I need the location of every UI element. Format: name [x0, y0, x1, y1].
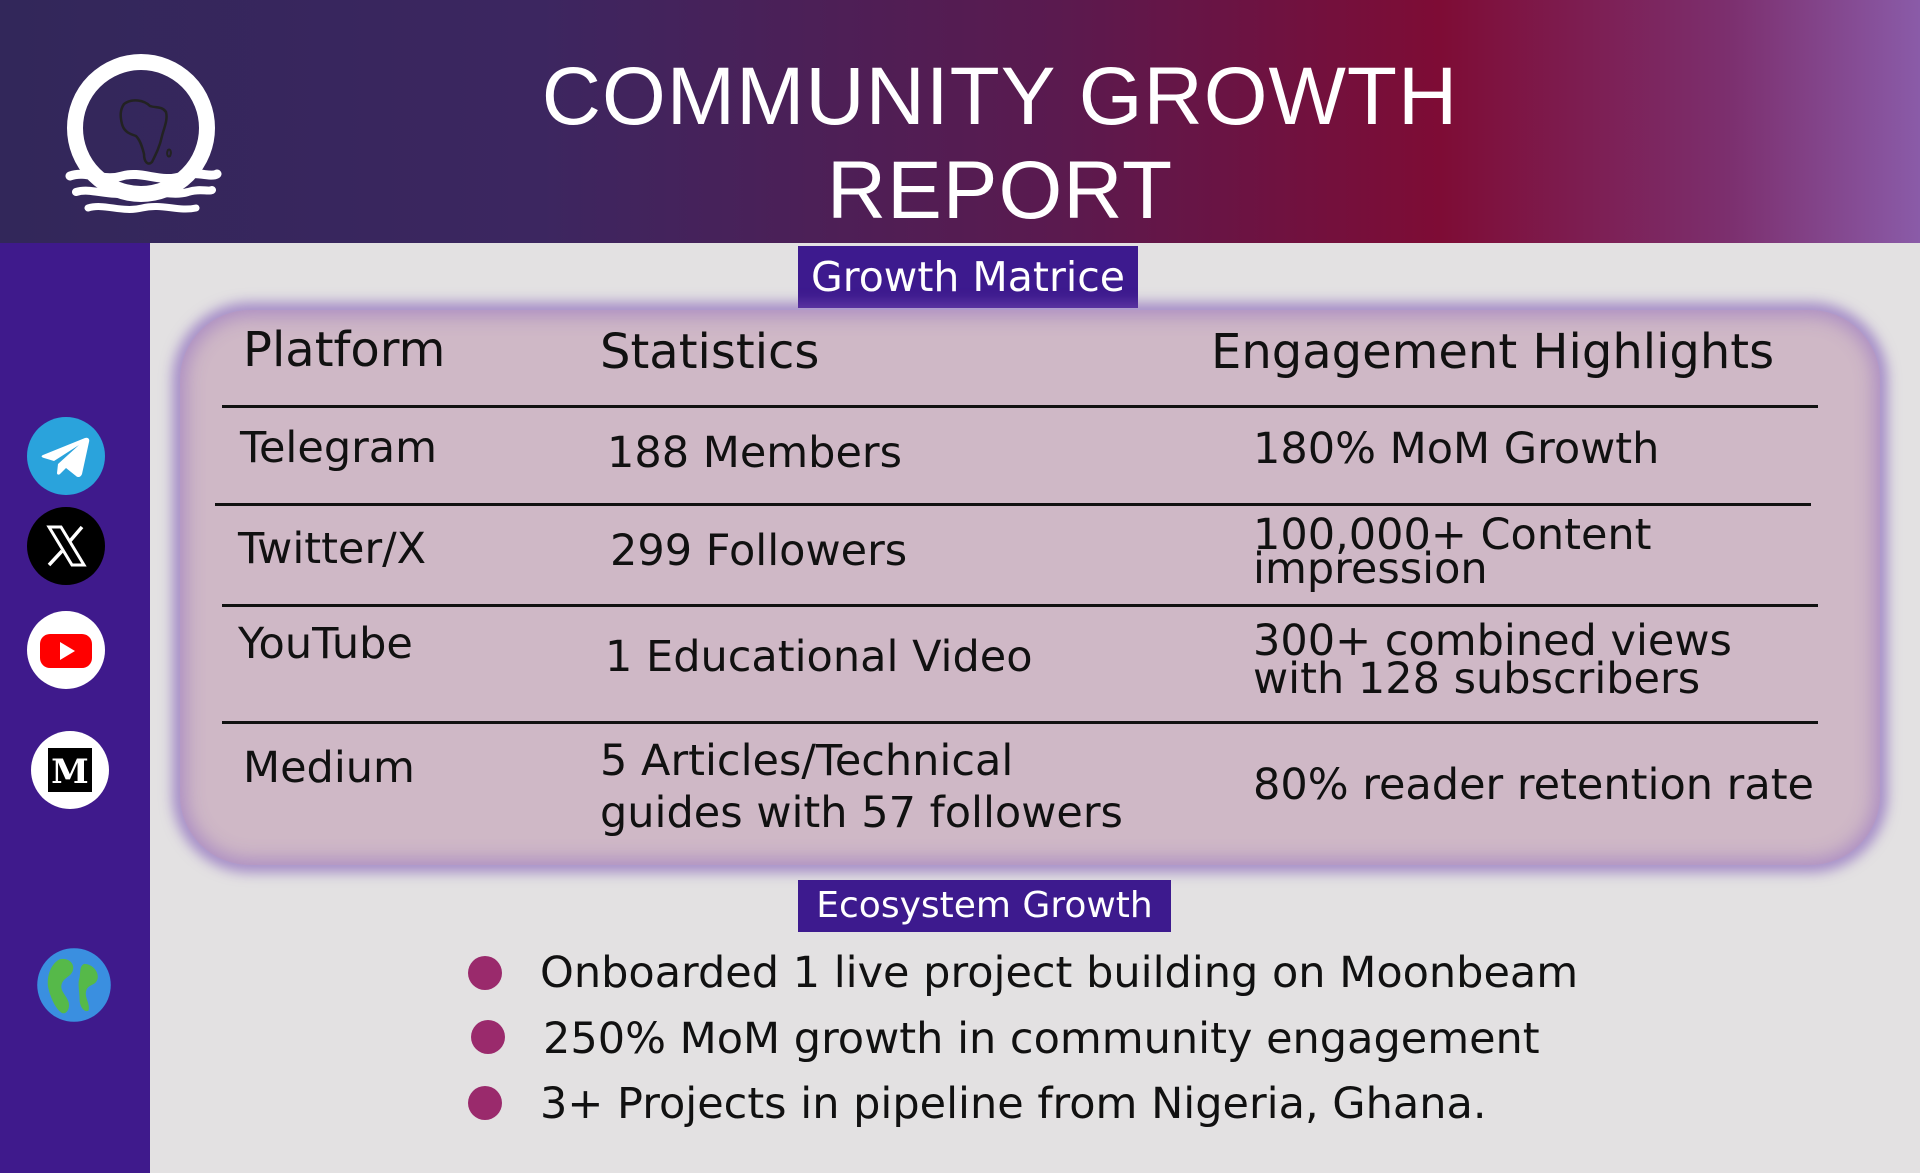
report-title: COMMUNITY GROWTH REPORT — [541, 51, 1459, 236]
table-cell-platform: YouTube — [238, 619, 413, 669]
table-cell-engagement: with 128 subscribers — [1253, 654, 1701, 704]
bullet-icon — [468, 956, 502, 990]
bullet-icon — [471, 1020, 505, 1054]
column-header-platform: Platform — [243, 322, 446, 378]
svg-text:M: M — [51, 752, 89, 792]
ecosystem-growth-tag: Ecosystem Growth — [798, 880, 1171, 932]
ecosystem-item: 250% MoM growth in community engagement — [543, 1014, 1540, 1064]
table-divider — [222, 604, 1818, 607]
table-cell-statistics: 5 Articles/Technical — [600, 736, 1014, 786]
medium-icon[interactable]: M — [31, 731, 109, 809]
table-cell-statistics: 188 Members — [607, 428, 903, 478]
table-cell-platform: Twitter/X — [238, 524, 427, 574]
bullet-icon — [468, 1086, 502, 1120]
ecosystem-item: Onboarded 1 live project building on Moo… — [540, 948, 1579, 998]
table-cell-platform: Telegram — [240, 423, 438, 473]
table-cell-engagement: 300+ combined views — [1253, 616, 1732, 666]
growth-matrix-panel: Platform Statistics Engagement Highlight… — [180, 310, 1880, 865]
table-cell-statistics: 1 Educational Video — [605, 632, 1033, 682]
table-divider — [222, 405, 1818, 408]
youtube-icon[interactable] — [27, 611, 105, 689]
table-cell-platform: Medium — [243, 743, 415, 793]
table-cell-engagement: 180% MoM Growth — [1253, 424, 1660, 474]
x-twitter-icon[interactable] — [27, 507, 105, 585]
growth-matrix-tag: Growth Matrice — [798, 246, 1138, 308]
africa-map-logo-icon — [52, 50, 230, 228]
table-divider — [222, 721, 1818, 724]
header-banner: COMMUNITY GROWTH REPORT — [0, 0, 1920, 243]
ecosystem-item: 3+ Projects in pipeline from Nigeria, Gh… — [540, 1079, 1487, 1129]
table-cell-engagement: impression — [1253, 544, 1488, 594]
column-header-engagement: Engagement Highlights — [1211, 324, 1775, 380]
table-cell-statistics: guides with 57 followers — [600, 788, 1123, 838]
social-sidebar — [0, 243, 150, 1173]
table-cell-engagement: 80% reader retention rate — [1253, 760, 1815, 810]
table-divider — [215, 503, 1811, 506]
column-header-statistics: Statistics — [600, 324, 820, 380]
table-cell-statistics: 299 Followers — [610, 526, 908, 576]
globe-icon[interactable] — [35, 946, 111, 1022]
table-cell-engagement: 100,000+ Content — [1253, 510, 1652, 560]
telegram-icon[interactable] — [27, 417, 105, 495]
